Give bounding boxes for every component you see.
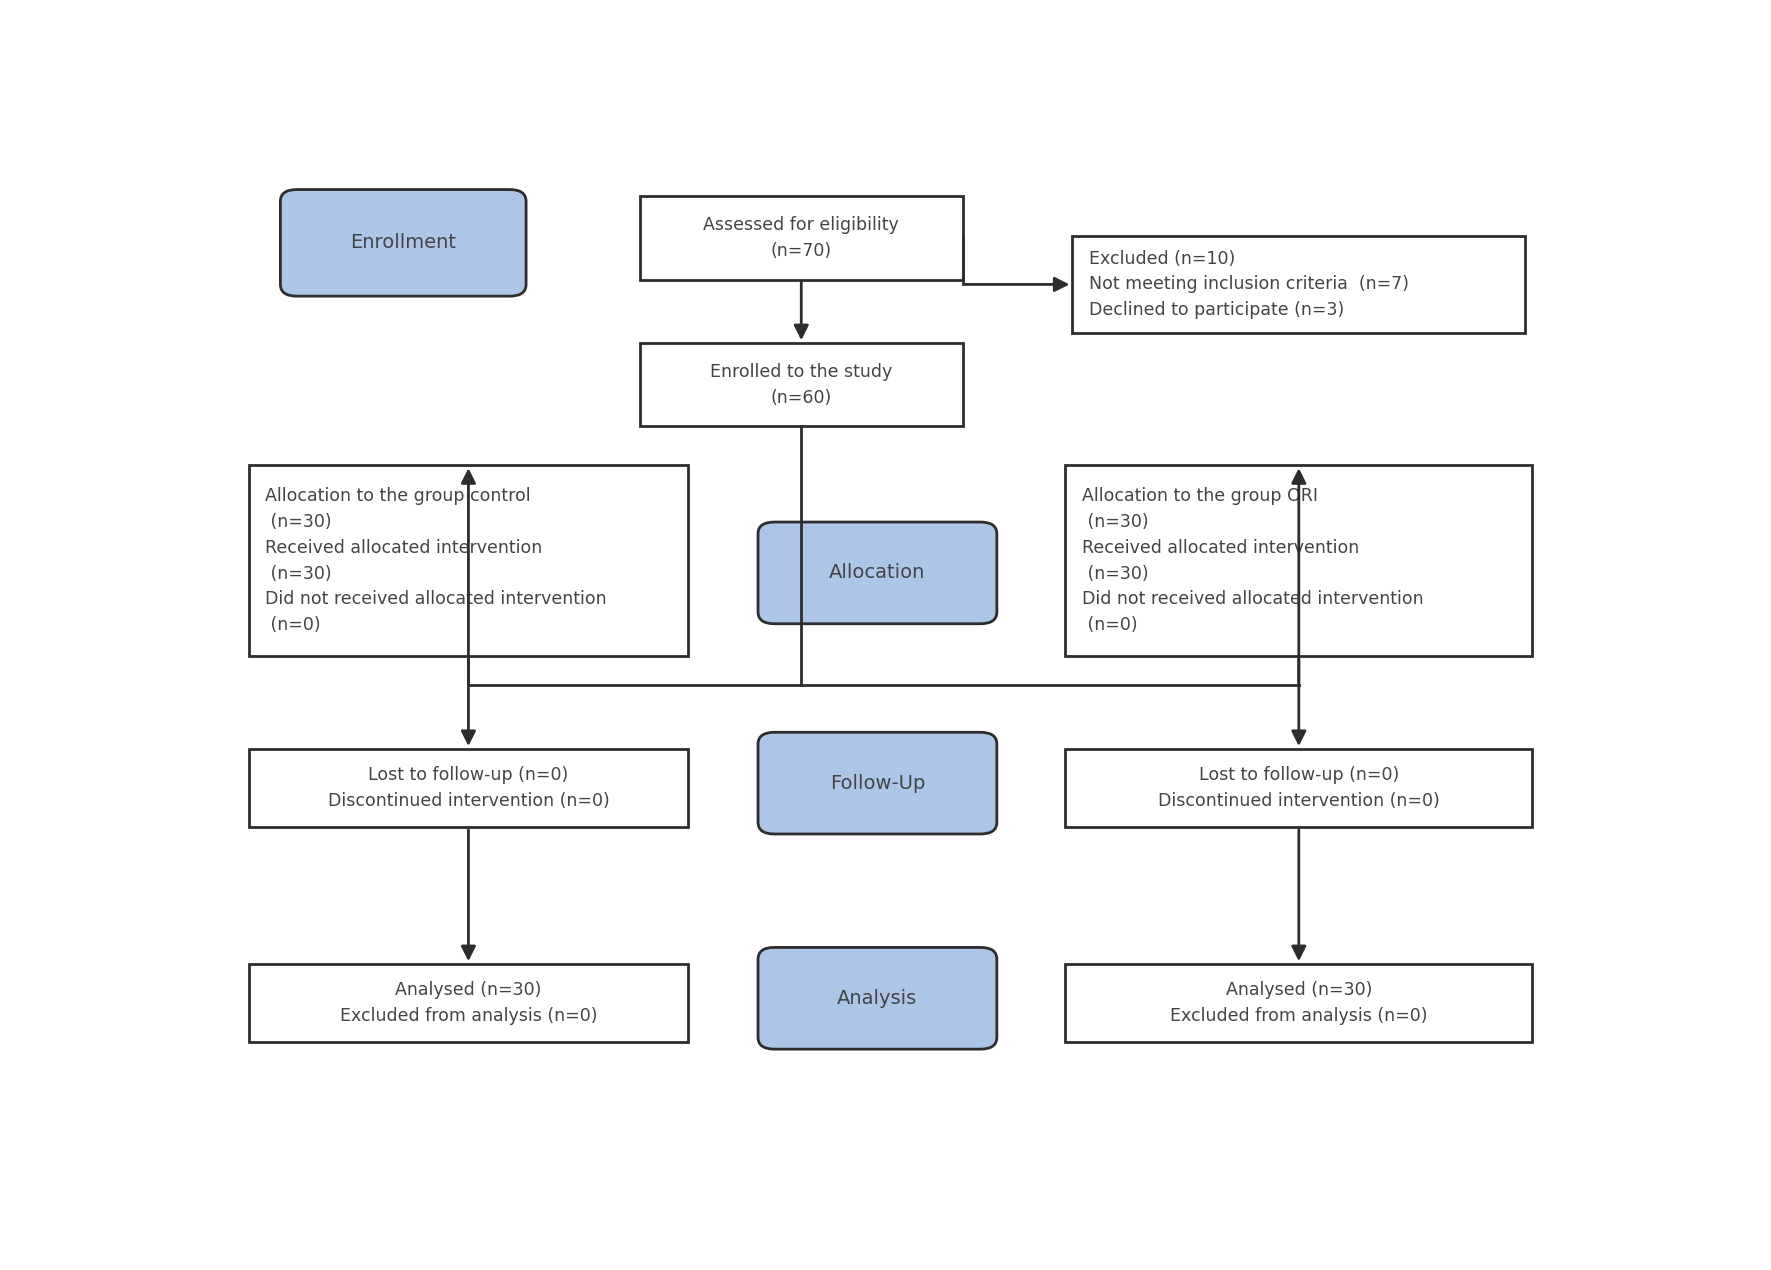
Text: Allocation to the group ORI
 (n=30)
Received allocated intervention
 (n=30)
Did : Allocation to the group ORI (n=30) Recei… — [1082, 488, 1424, 634]
Text: Analysis: Analysis — [838, 989, 917, 1008]
FancyBboxPatch shape — [1066, 749, 1532, 827]
FancyBboxPatch shape — [758, 733, 997, 834]
FancyBboxPatch shape — [248, 749, 687, 827]
FancyBboxPatch shape — [1071, 235, 1525, 333]
Text: Excluded (n=10)
Not meeting inclusion criteria  (n=7)
Declined to participate (n: Excluded (n=10) Not meeting inclusion cr… — [1089, 250, 1408, 319]
Text: Analysed (n=30)
Excluded from analysis (n=0): Analysed (n=30) Excluded from analysis (… — [340, 982, 597, 1025]
FancyBboxPatch shape — [1066, 465, 1532, 657]
FancyBboxPatch shape — [280, 189, 526, 296]
Text: Lost to follow-up (n=0)
Discontinued intervention (n=0): Lost to follow-up (n=0) Discontinued int… — [1158, 766, 1440, 810]
Text: Allocation to the group control
 (n=30)
Received allocated intervention
 (n=30)
: Allocation to the group control (n=30) R… — [266, 488, 607, 634]
FancyBboxPatch shape — [248, 964, 687, 1043]
FancyBboxPatch shape — [758, 522, 997, 624]
Text: Enrolled to the study
(n=60): Enrolled to the study (n=60) — [710, 363, 893, 406]
Text: Analysed (n=30)
Excluded from analysis (n=0): Analysed (n=30) Excluded from analysis (… — [1171, 982, 1427, 1025]
FancyBboxPatch shape — [639, 343, 963, 427]
FancyBboxPatch shape — [758, 947, 997, 1049]
Text: Follow-Up: Follow-Up — [831, 773, 924, 792]
Text: Assessed for eligibility
(n=70): Assessed for eligibility (n=70) — [703, 216, 900, 260]
FancyBboxPatch shape — [1066, 964, 1532, 1043]
FancyBboxPatch shape — [248, 465, 687, 657]
Text: Allocation: Allocation — [829, 564, 926, 583]
Text: Lost to follow-up (n=0)
Discontinued intervention (n=0): Lost to follow-up (n=0) Discontinued int… — [328, 766, 609, 810]
Text: Enrollment: Enrollment — [351, 234, 457, 253]
FancyBboxPatch shape — [639, 197, 963, 279]
